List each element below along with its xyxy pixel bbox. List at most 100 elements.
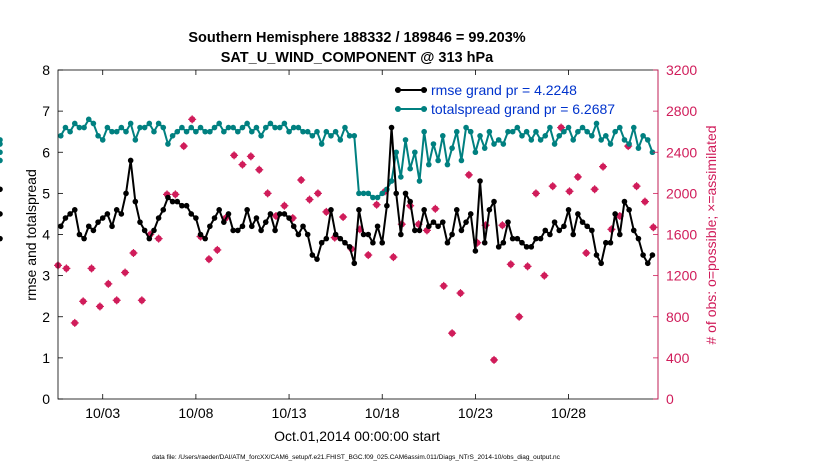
totalspread-point [314,128,320,135]
totalspread-point [332,128,339,135]
rmse-point [290,223,297,230]
totalspread-point [644,137,651,143]
rmse-point [402,190,409,197]
obs-marker [255,165,264,174]
totalspread-point [365,190,372,197]
totalspread-point [458,157,465,164]
obs-marker [171,190,180,199]
rmse-point [123,190,129,197]
rmse-point [230,227,236,234]
totalspread-point [328,133,334,139]
rmse-point [174,198,181,205]
obs-marker [339,213,348,222]
rmse-point [318,239,325,246]
totalspread-point [197,124,204,131]
totalspread-point [477,133,483,139]
rmse-point [374,223,381,230]
totalspread-point [123,128,129,135]
rmse-point [109,223,115,230]
totalspread-point [523,128,530,135]
rmse-point [575,211,581,217]
rmse-point [351,260,358,267]
rmse-point [235,227,241,234]
totalspread-point [239,124,246,131]
obs-marker [548,182,557,191]
legend-spread-marker-2 [421,106,427,112]
rmse-point [644,260,651,267]
y-right-tick-label: 800 [666,309,690,325]
obs-marker [515,312,524,321]
obs-marker [204,255,213,264]
obs-marker [490,355,499,364]
rmse-point [477,178,483,184]
totalspread-point [430,141,437,147]
totalspread-point [281,120,288,127]
totalspread-point [579,124,586,131]
obs-marker [154,234,163,243]
totalspread-point [127,120,134,127]
rmse-point [603,239,609,246]
y-right-tick-label: 1200 [666,268,697,284]
totalspread-point [253,124,260,131]
totalspread-point [95,133,101,139]
totalspread-point [547,124,553,131]
rmse-point [472,248,479,254]
rmse-point [435,223,441,230]
rmse-point [57,223,64,230]
x-tick-label: 10/03 [85,405,120,421]
y-left-tick-label: 3 [42,268,50,284]
rmse-point [328,207,334,213]
totalspread-point [561,128,567,135]
totalspread-point [621,137,628,143]
rmse-point [379,239,386,246]
totalspread-point [533,128,539,135]
rmse-point [95,219,101,225]
totalspread-point [421,128,427,135]
obs-marker [439,281,448,290]
y-axis-left-label: rmse and totalspread [23,169,39,301]
totalspread-point [402,137,409,143]
totalspread-point [439,133,446,139]
rmse-point [384,202,390,209]
rmse-point [99,215,106,221]
rmse-point [607,239,614,246]
totalspread-point [323,128,330,135]
rmse-point [509,235,516,242]
rmse-point [542,227,549,234]
totalspread-point [407,165,413,172]
totalspread-point [113,128,120,135]
rmse-point [216,207,222,213]
obs-marker [456,289,465,298]
totalspread-point [426,161,432,168]
totalspread-point [137,124,143,131]
obs-marker [582,249,591,258]
rmse-point [398,231,404,238]
rmse-point [439,219,446,225]
rmse-point [640,252,646,258]
totalspread-point [141,124,148,131]
y-left-tick-label: 8 [42,62,50,78]
rmse-point [132,198,139,205]
totalspread-point [183,128,190,135]
rmse-point [426,223,432,230]
rmse-point [356,207,362,213]
totalspread-point [216,120,222,127]
rmse-point [570,231,577,238]
obs-marker [372,200,381,209]
totalspread-point [62,124,69,131]
totalspread-point [211,124,218,131]
rmse-point [561,223,567,230]
obs-marker [87,264,96,273]
totalspread-point [57,133,64,139]
totalspread-point [370,194,376,201]
totalspread-point [449,145,455,151]
totalspread-point [295,124,302,131]
y-right-tick-label: 2800 [666,103,697,119]
rmse-point [67,211,73,217]
rmse-point [416,227,423,234]
totalspread-point [244,120,250,127]
y-left-tick-label: 6 [42,144,50,160]
totalspread-point [486,128,493,135]
obs-marker [431,204,440,213]
